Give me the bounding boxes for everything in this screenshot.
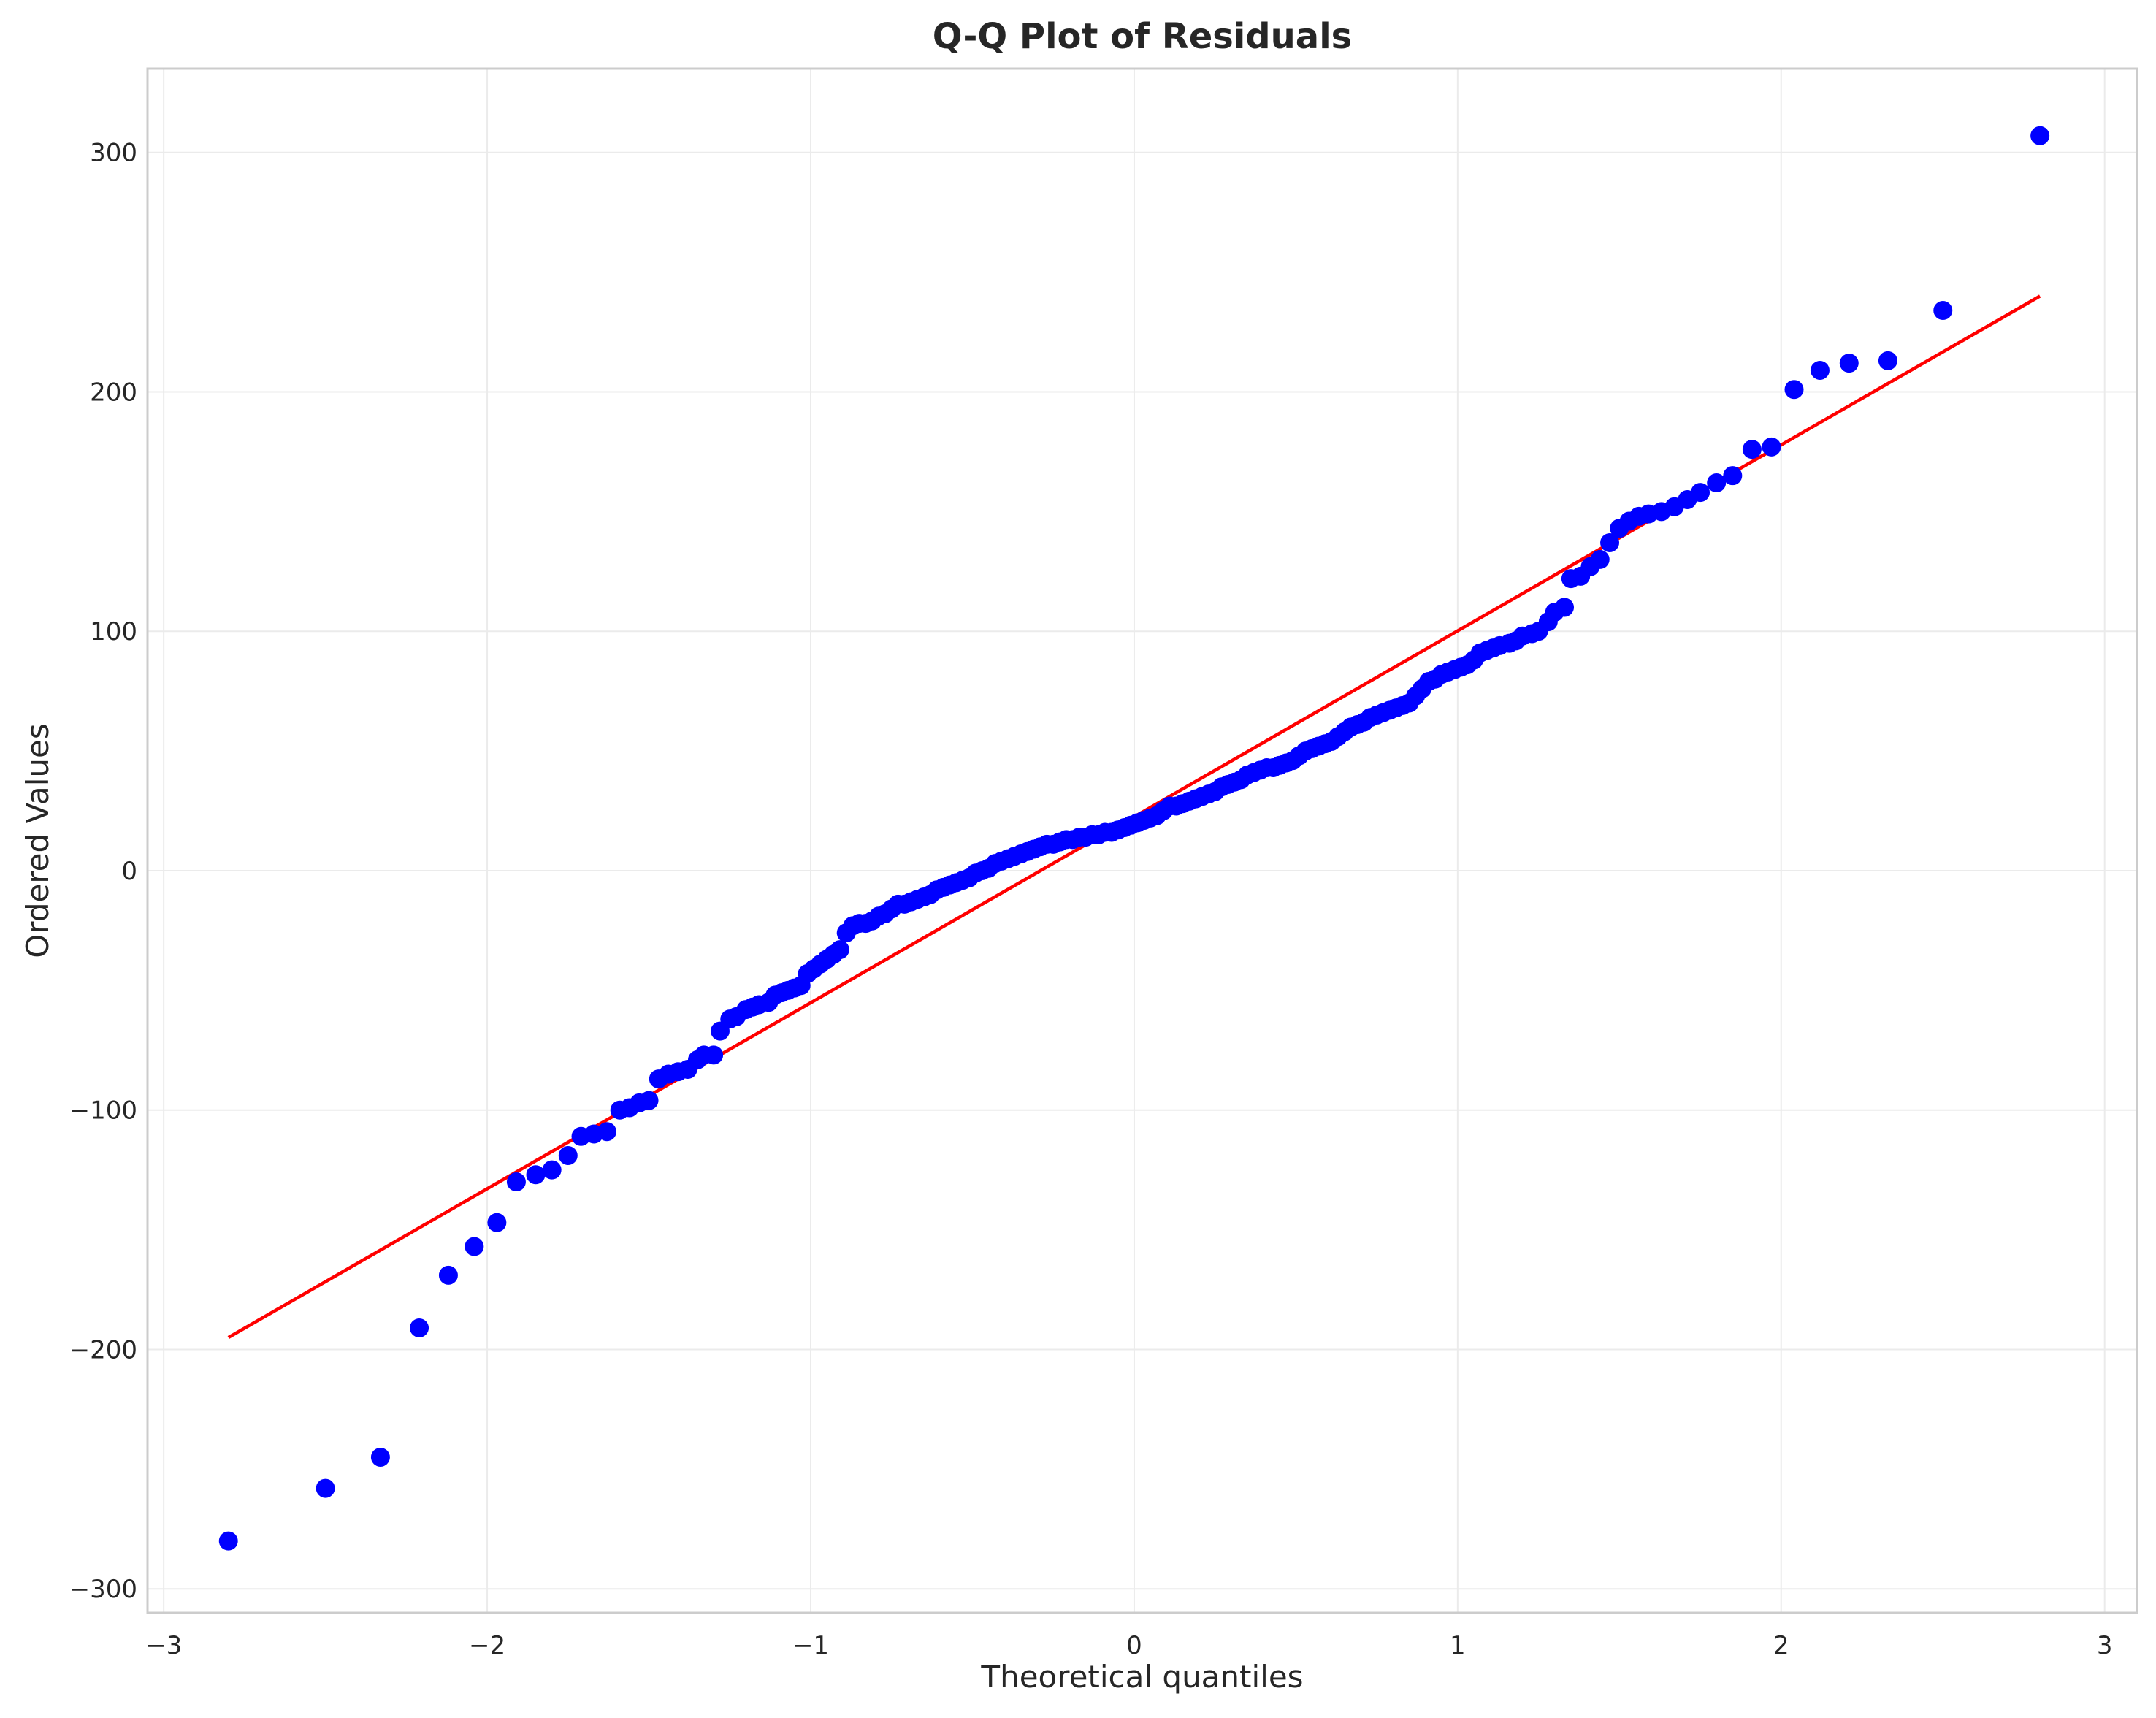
data-point [370, 1447, 390, 1467]
y-axis-title: Ordered Values [20, 723, 56, 958]
x-tick-label: 0 [1126, 1631, 1142, 1660]
x-tick-label: −3 [145, 1631, 182, 1660]
data-point [2030, 126, 2050, 145]
chart-title: Q-Q Plot of Residuals [933, 16, 1352, 57]
y-tick-label: 100 [90, 617, 137, 646]
x-axis-title: Theoretical quantiles [980, 1659, 1303, 1695]
x-tick-label: 2 [1773, 1631, 1789, 1660]
data-point [1810, 360, 1830, 380]
plot-area-frame [146, 67, 2138, 1614]
y-tick-label: −300 [69, 1575, 137, 1604]
data-point [316, 1478, 335, 1498]
data-point [410, 1318, 429, 1337]
x-tick-label: 1 [1450, 1631, 1466, 1660]
grid-lines [148, 69, 2137, 1613]
data-point [1839, 354, 1859, 373]
y-tick-label: 300 [90, 139, 137, 168]
y-tick-label: −200 [69, 1335, 137, 1364]
data-point [558, 1145, 578, 1165]
data-point [1784, 380, 1804, 400]
data-point [1723, 466, 1743, 486]
x-tick-labels: −3 −2 −1 0 1 2 3 [145, 1631, 2112, 1660]
data-point [1600, 532, 1620, 552]
data-point [1707, 473, 1727, 493]
y-tick-labels: −300 −200 −100 0 100 200 300 [69, 139, 137, 1605]
y-tick-label: 0 [121, 857, 137, 886]
data-point [704, 1045, 724, 1065]
data-point [1742, 440, 1762, 459]
data-point [1691, 483, 1710, 503]
y-tick-label: 200 [90, 378, 137, 407]
data-point [639, 1091, 659, 1110]
data-point [526, 1165, 546, 1185]
data-points [218, 126, 2050, 1551]
data-point [506, 1172, 526, 1192]
data-point [597, 1122, 616, 1142]
data-point [1878, 351, 1897, 370]
data-point [1933, 301, 1953, 321]
data-point [1555, 598, 1575, 617]
data-point [487, 1213, 507, 1232]
data-point [438, 1265, 458, 1285]
x-tick-label: −2 [469, 1631, 505, 1660]
data-point [542, 1160, 562, 1180]
x-tick-label: −1 [792, 1631, 829, 1660]
data-point [1590, 549, 1610, 569]
y-tick-label: −100 [69, 1096, 137, 1126]
x-tick-label: 3 [2097, 1631, 2113, 1660]
data-point [218, 1531, 238, 1551]
data-point [465, 1237, 484, 1256]
data-point [830, 940, 849, 960]
data-point [1762, 437, 1781, 457]
